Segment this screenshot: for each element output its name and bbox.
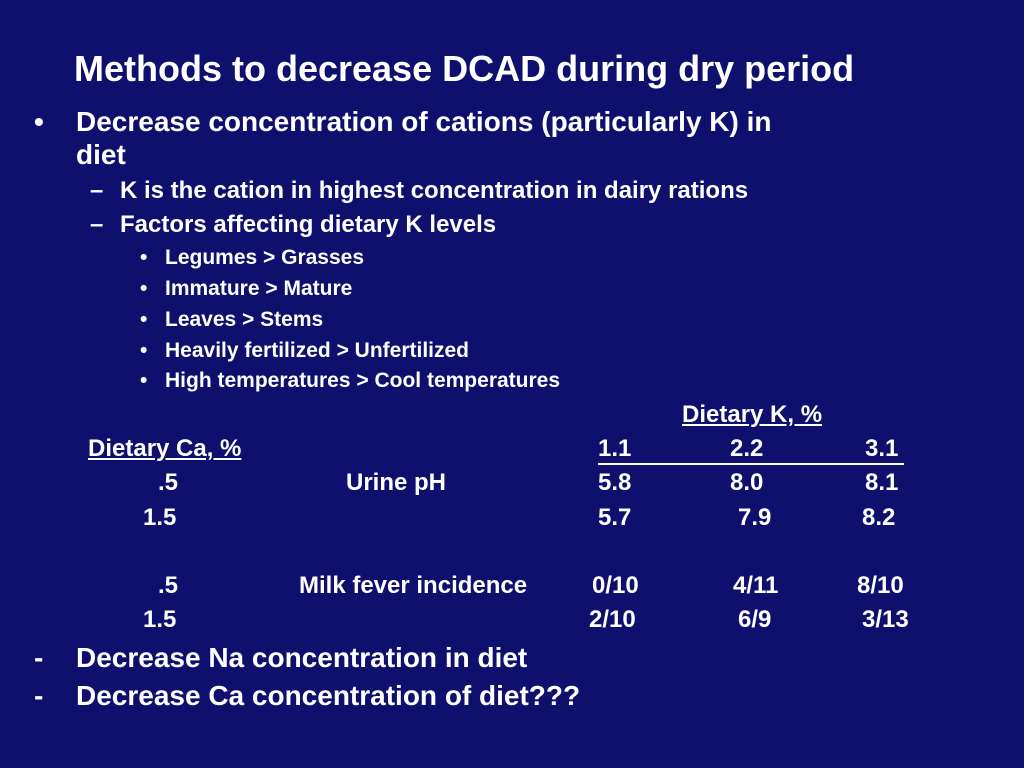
table-cell: 8.0	[730, 469, 764, 496]
k-level-3: 3.1	[865, 435, 899, 462]
table-cell: 7.9	[738, 504, 772, 531]
bottom-bullet-marker: -	[34, 680, 44, 711]
subsub-bullet-marker: •	[140, 277, 148, 300]
dietary-ca-header: Dietary Ca, %	[88, 435, 242, 462]
bottom-bullet-text: Decrease Ca concentration of diet???	[76, 680, 581, 711]
table-cell: 3/13	[862, 606, 909, 633]
sub-bullet-marker: –	[90, 177, 104, 204]
table-cell: 0/10	[592, 572, 639, 599]
table-row-ca: 1.5	[143, 606, 177, 633]
table-row-ca: .5	[158, 572, 179, 599]
table-cell: 8.1	[865, 469, 899, 496]
k-level-1: 1.1	[598, 435, 632, 462]
table-cell: 5.7	[598, 504, 632, 531]
table-row-label: Milk fever incidence	[299, 572, 528, 599]
slide-title: Methods to decrease DCAD during dry peri…	[74, 48, 855, 89]
subsub-bullet-text: Legumes > Grasses	[165, 246, 365, 269]
sub-bullet-text: K is the cation in highest concentration…	[120, 177, 749, 204]
sub-bullet-marker: –	[90, 211, 104, 238]
bottom-bullet-text: Decrease Na concentration in diet	[76, 642, 528, 673]
sub-bullet-text: Factors affecting dietary K levels	[120, 211, 497, 238]
table-row-ca: .5	[158, 469, 179, 496]
dietary-k-header: Dietary K, %	[682, 401, 823, 428]
subsub-bullet-marker: •	[140, 246, 148, 269]
table-cell: 5.8	[598, 469, 632, 496]
k-level-2: 2.2	[730, 435, 764, 462]
table-row-label: Urine pH	[346, 469, 447, 496]
subsub-bullet-text: High temperatures > Cool temperatures	[165, 369, 561, 392]
table-cell: 4/11	[733, 572, 779, 599]
bullet-text-line1: Decrease concentration of cations (parti…	[76, 106, 772, 137]
bullet-marker: •	[34, 106, 44, 137]
subsub-bullet-marker: •	[140, 308, 148, 331]
table-row-ca: 1.5	[143, 504, 177, 531]
bottom-bullet-marker: -	[34, 642, 44, 673]
table-cell: 8.2	[862, 504, 896, 531]
subsub-bullet-marker: •	[140, 339, 148, 362]
subsub-bullet-text: Leaves > Stems	[165, 308, 324, 331]
table-cell: 2/10	[589, 606, 636, 633]
table-cell: 6/9	[738, 606, 772, 633]
subsub-bullet-marker: •	[140, 369, 148, 392]
k-levels-underline	[598, 435, 904, 465]
table-cell: 8/10	[857, 572, 904, 599]
subsub-bullet-text: Immature > Mature	[165, 277, 353, 300]
bullet-text-line2: diet	[76, 139, 126, 170]
subsub-bullet-text: Heavily fertilized > Unfertilized	[165, 339, 470, 362]
